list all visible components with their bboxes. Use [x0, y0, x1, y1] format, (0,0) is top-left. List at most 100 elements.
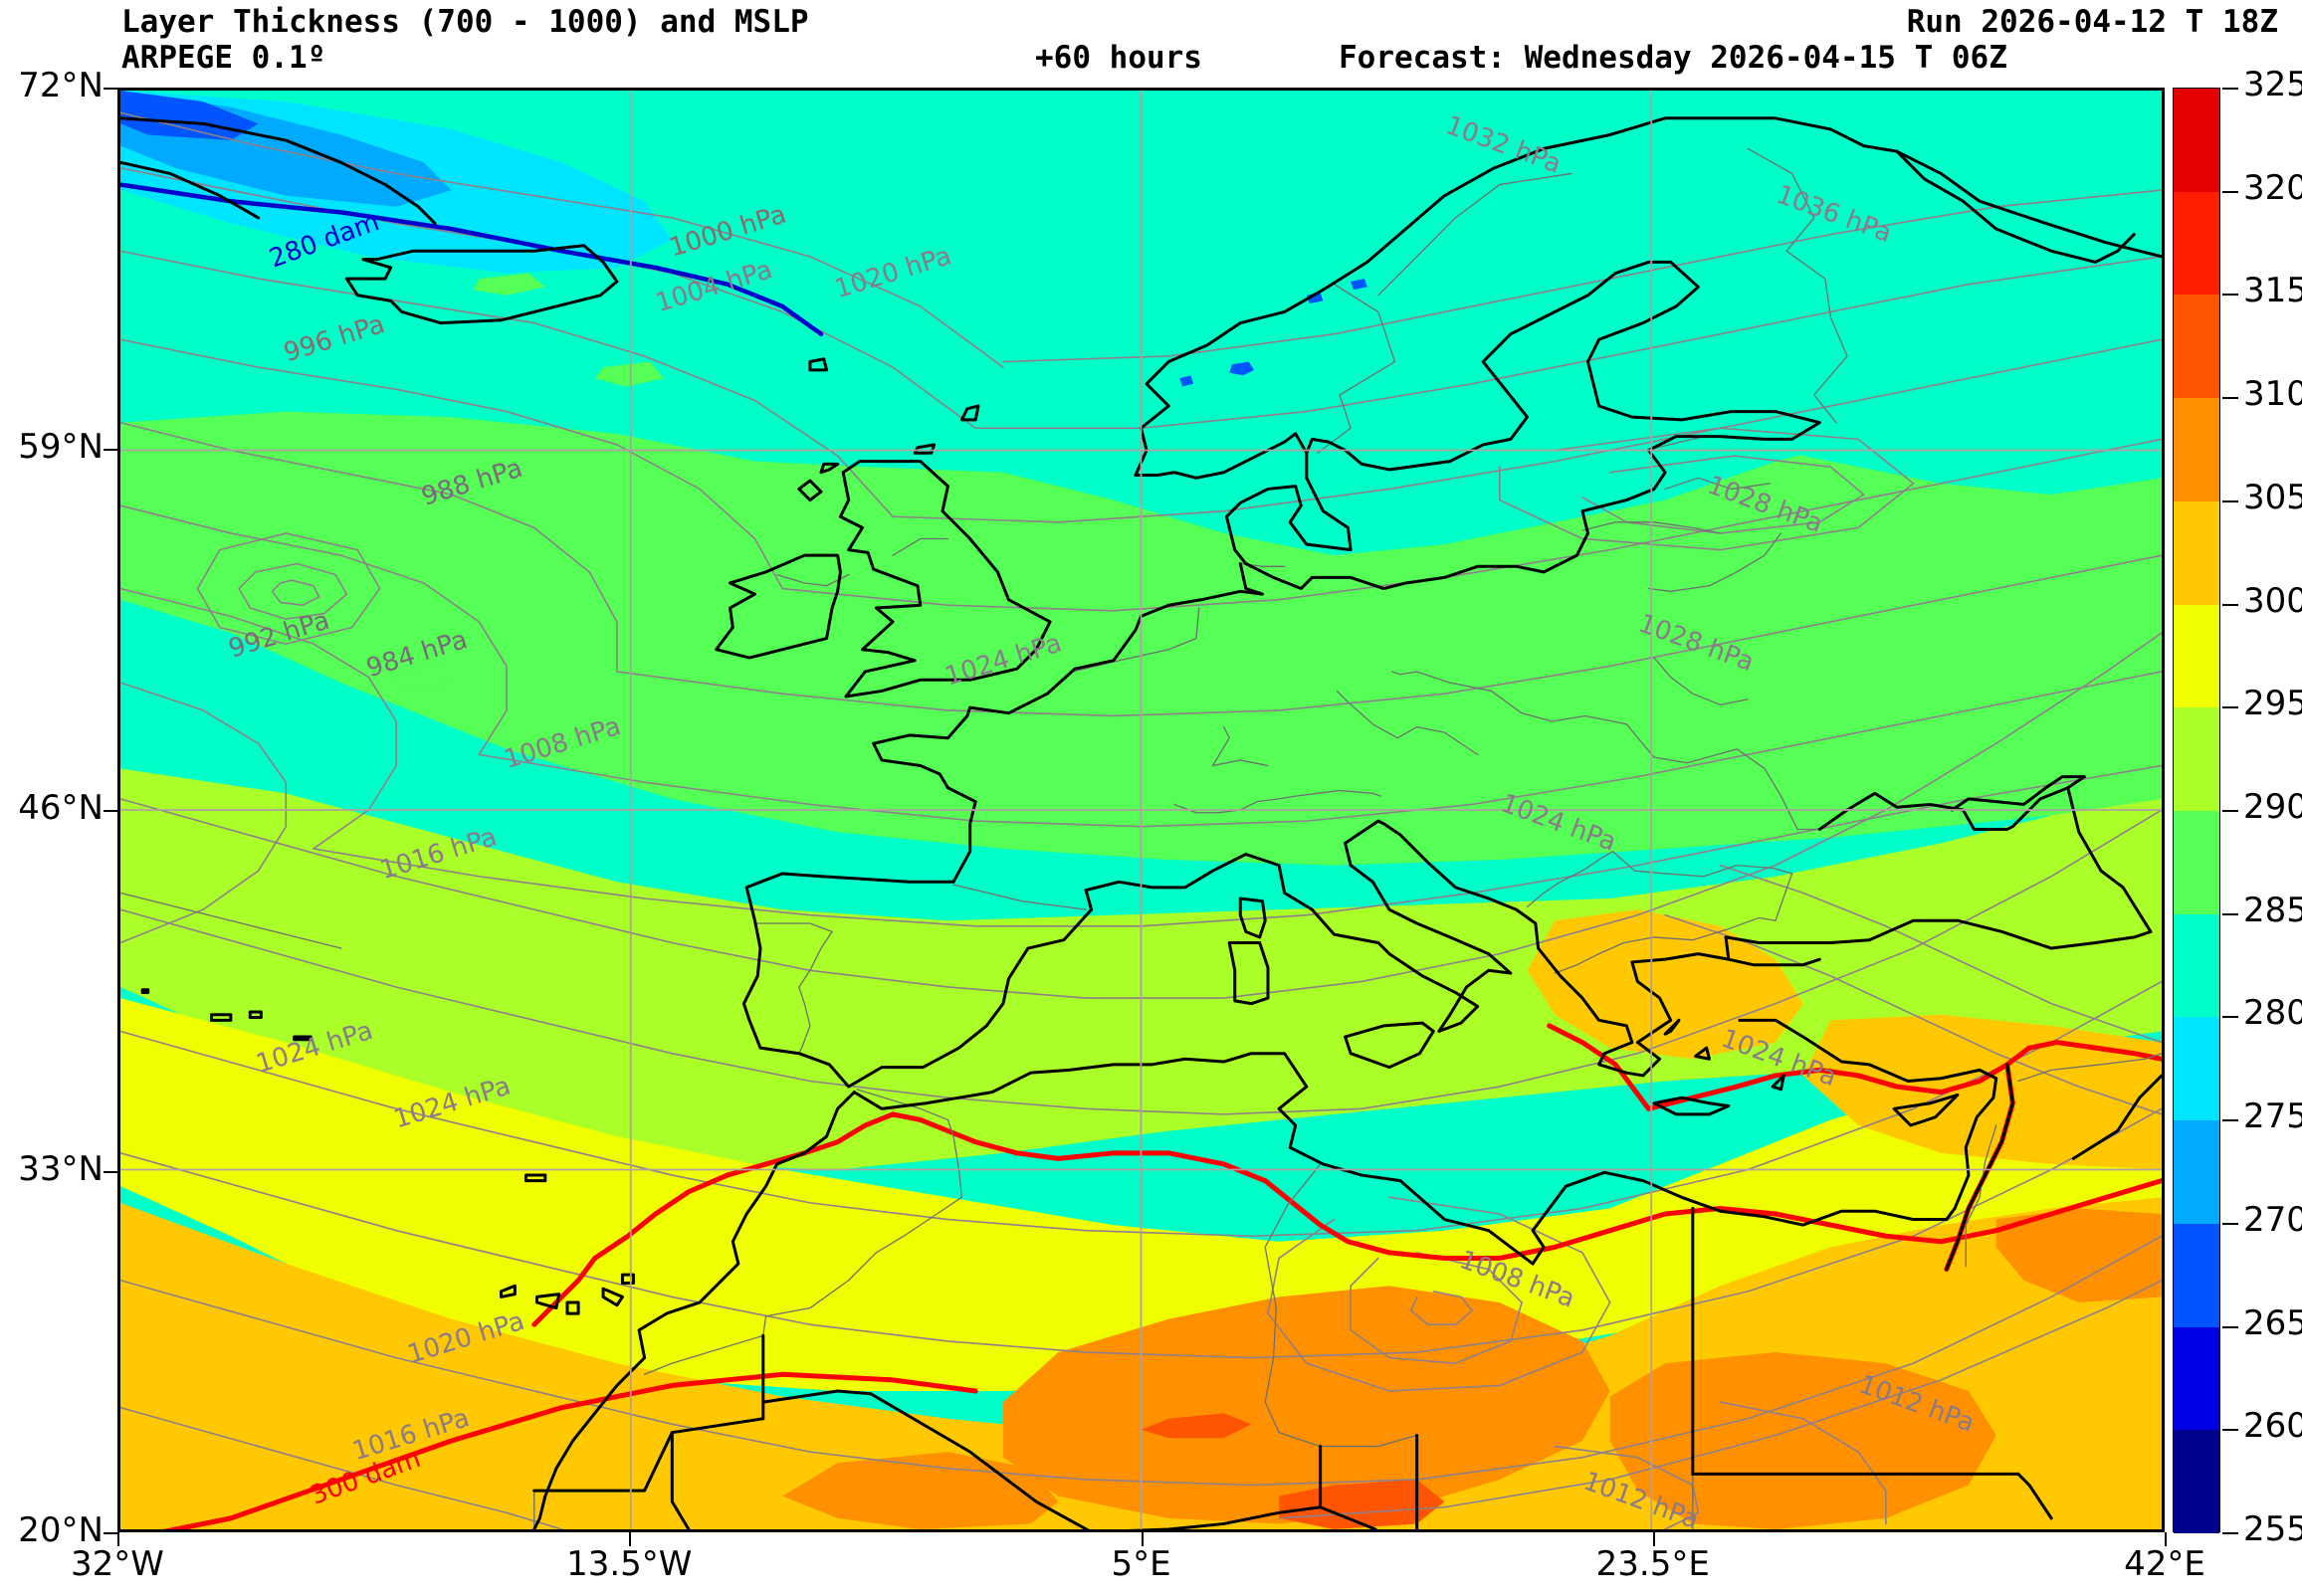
- colorbar-tick-label: 265: [2243, 1302, 2302, 1343]
- colorbar-segment: [2174, 191, 2219, 296]
- colorbar-segment: [2174, 1223, 2219, 1327]
- contour-label: 1032 hPa: [1442, 110, 1566, 180]
- map-plot-area: 280 dam 996 hPa 1000 hPa 988 hPa 992 hPa 984 …: [117, 88, 2165, 1532]
- colorbar-tick-label: 310: [2243, 374, 2302, 415]
- y-tick-label: 46°N: [18, 788, 104, 828]
- colorbar-tick: [2222, 294, 2238, 297]
- colorbar-tick: [2222, 1016, 2238, 1019]
- colorbar-segment: [2174, 295, 2219, 399]
- colorbar-tick: [2222, 912, 2238, 915]
- colorbar-tick: [2222, 1429, 2238, 1432]
- contour-label: 996 hPa: [281, 309, 389, 368]
- colorbar-segment: [2174, 1017, 2219, 1121]
- x-tick-label: 32°W: [71, 1544, 164, 1584]
- contour-label: 1024 hPa: [1717, 1024, 1840, 1094]
- y-tick-mark: [104, 810, 117, 812]
- x-tick-mark: [629, 1532, 632, 1546]
- colorbar-tick: [2222, 1325, 2238, 1328]
- contour-label: 1028 hPa: [1704, 471, 1827, 540]
- colorbar-tick-label: 290: [2243, 787, 2302, 827]
- y-tick-label: 72°N: [18, 66, 104, 105]
- x-tick-label: 23.5°E: [1595, 1544, 1710, 1584]
- y-tick-label: 20°N: [18, 1510, 104, 1550]
- colorbar-tick: [2222, 397, 2238, 400]
- y-tick-label: 33°N: [18, 1149, 104, 1189]
- lead-time-label: +60 hours: [1035, 40, 1202, 76]
- contour-label: 1008 hPa: [501, 711, 624, 775]
- x-tick-mark: [1652, 1532, 1655, 1546]
- colorbar-segment: [2174, 1120, 2219, 1224]
- x-tick-mark: [117, 1532, 119, 1546]
- y-tick-label: 59°N: [18, 427, 104, 467]
- map-svg: [120, 91, 2162, 1529]
- colorbar-tick-label: 275: [2243, 1097, 2302, 1137]
- contour-label: 992 hPa: [225, 606, 333, 665]
- y-tick-mark: [104, 449, 117, 451]
- x-tick-mark: [1141, 1532, 1144, 1546]
- colorbar-segment: [2174, 811, 2219, 914]
- colorbar-tick-label: 285: [2243, 890, 2302, 930]
- colorbar-segment: [2174, 89, 2219, 192]
- contour-label: 1004 hPa: [652, 255, 775, 318]
- colorbar-tick-label: 280: [2243, 993, 2302, 1034]
- colorbar-tick: [2222, 706, 2238, 709]
- contour-label: 1036 hPa: [1773, 180, 1896, 250]
- contour-label: 984 hPa: [363, 625, 472, 684]
- x-tick-mark: [2165, 1532, 2167, 1546]
- colorbar-tick-label: 305: [2243, 477, 2302, 517]
- colorbar-tick: [2222, 190, 2238, 193]
- contour-label: 280 dam: [266, 207, 383, 275]
- contour-label: 1028 hPa: [1634, 609, 1758, 679]
- figure-title: Layer Thickness (700 - 1000) and MSLP: [121, 4, 809, 40]
- colorbar-segment: [2174, 913, 2219, 1018]
- colorbar-tick: [2222, 88, 2238, 90]
- colorbar-tick: [2222, 499, 2238, 502]
- y-tick-mark: [104, 1171, 117, 1173]
- colorbar-tick-label: 255: [2243, 1509, 2302, 1549]
- contour-label: 1024 hPa: [1497, 788, 1620, 858]
- map-gridlines: [120, 91, 2162, 1529]
- contour-label: 1016 hPa: [377, 822, 501, 886]
- colorbar-tick-label: 325: [2243, 65, 2302, 104]
- contour-label: 1024 hPa: [942, 629, 1065, 693]
- contour-label: 1020 hPa: [831, 241, 954, 304]
- label-overlay: 280 dam 996 hPa 1000 hPa 988 hPa 992 hPa 984 …: [225, 110, 1979, 1529]
- coastlines: [120, 118, 2162, 1529]
- colorbar-tick: [2222, 1532, 2238, 1534]
- colorbar-tick-label: 320: [2243, 167, 2302, 208]
- colorbar-segment: [2174, 1326, 2219, 1431]
- x-tick-label: 13.5°W: [566, 1544, 693, 1584]
- colorbar-tick-label: 300: [2243, 580, 2302, 621]
- colorbar-tick: [2222, 1222, 2238, 1225]
- y-tick-mark: [104, 88, 117, 90]
- contour-label: 1024 hPa: [253, 1016, 376, 1080]
- x-tick-label: 42°E: [2124, 1544, 2205, 1584]
- colorbar-tick-label: 260: [2243, 1406, 2302, 1447]
- colorbar-segment: [2174, 707, 2219, 811]
- x-tick-label: 5°E: [1111, 1544, 1171, 1584]
- run-label: Run 2026-04-12 T 18Z: [1906, 4, 2278, 40]
- colorbar-tick-label: 295: [2243, 684, 2302, 724]
- colorbar-segment: [2174, 604, 2219, 708]
- model-label: ARPEGE 0.1º: [121, 40, 326, 76]
- mslp-isobars: [120, 112, 2162, 1529]
- colorbar-tick: [2222, 603, 2238, 606]
- colorbar-segment: [2174, 398, 2219, 501]
- contour-label: 1020 hPa: [404, 1306, 527, 1370]
- contour-label: 1012 hPa: [1579, 1467, 1703, 1529]
- forecast-valid-label: Forecast: Wednesday 2026-04-15 T 06Z: [1339, 40, 2007, 76]
- y-tick-mark: [104, 1532, 117, 1534]
- colorbar: [2173, 88, 2220, 1533]
- contour-label: 1008 hPa: [1455, 1245, 1578, 1314]
- colorbar-segment: [2174, 500, 2219, 605]
- colorbar-segment: [2174, 1430, 2219, 1533]
- colorbar-tick-label: 270: [2243, 1199, 2302, 1240]
- contour-label: 988 hPa: [418, 454, 526, 512]
- colorbar-tick: [2222, 1119, 2238, 1122]
- colorbar-tick-label: 315: [2243, 271, 2302, 311]
- colorbar-tick: [2222, 810, 2238, 812]
- contour-label: 1024 hPa: [390, 1071, 514, 1134]
- contour-label: 1012 hPa: [1855, 1369, 1979, 1439]
- contour-label: 1000 hPa: [666, 200, 789, 264]
